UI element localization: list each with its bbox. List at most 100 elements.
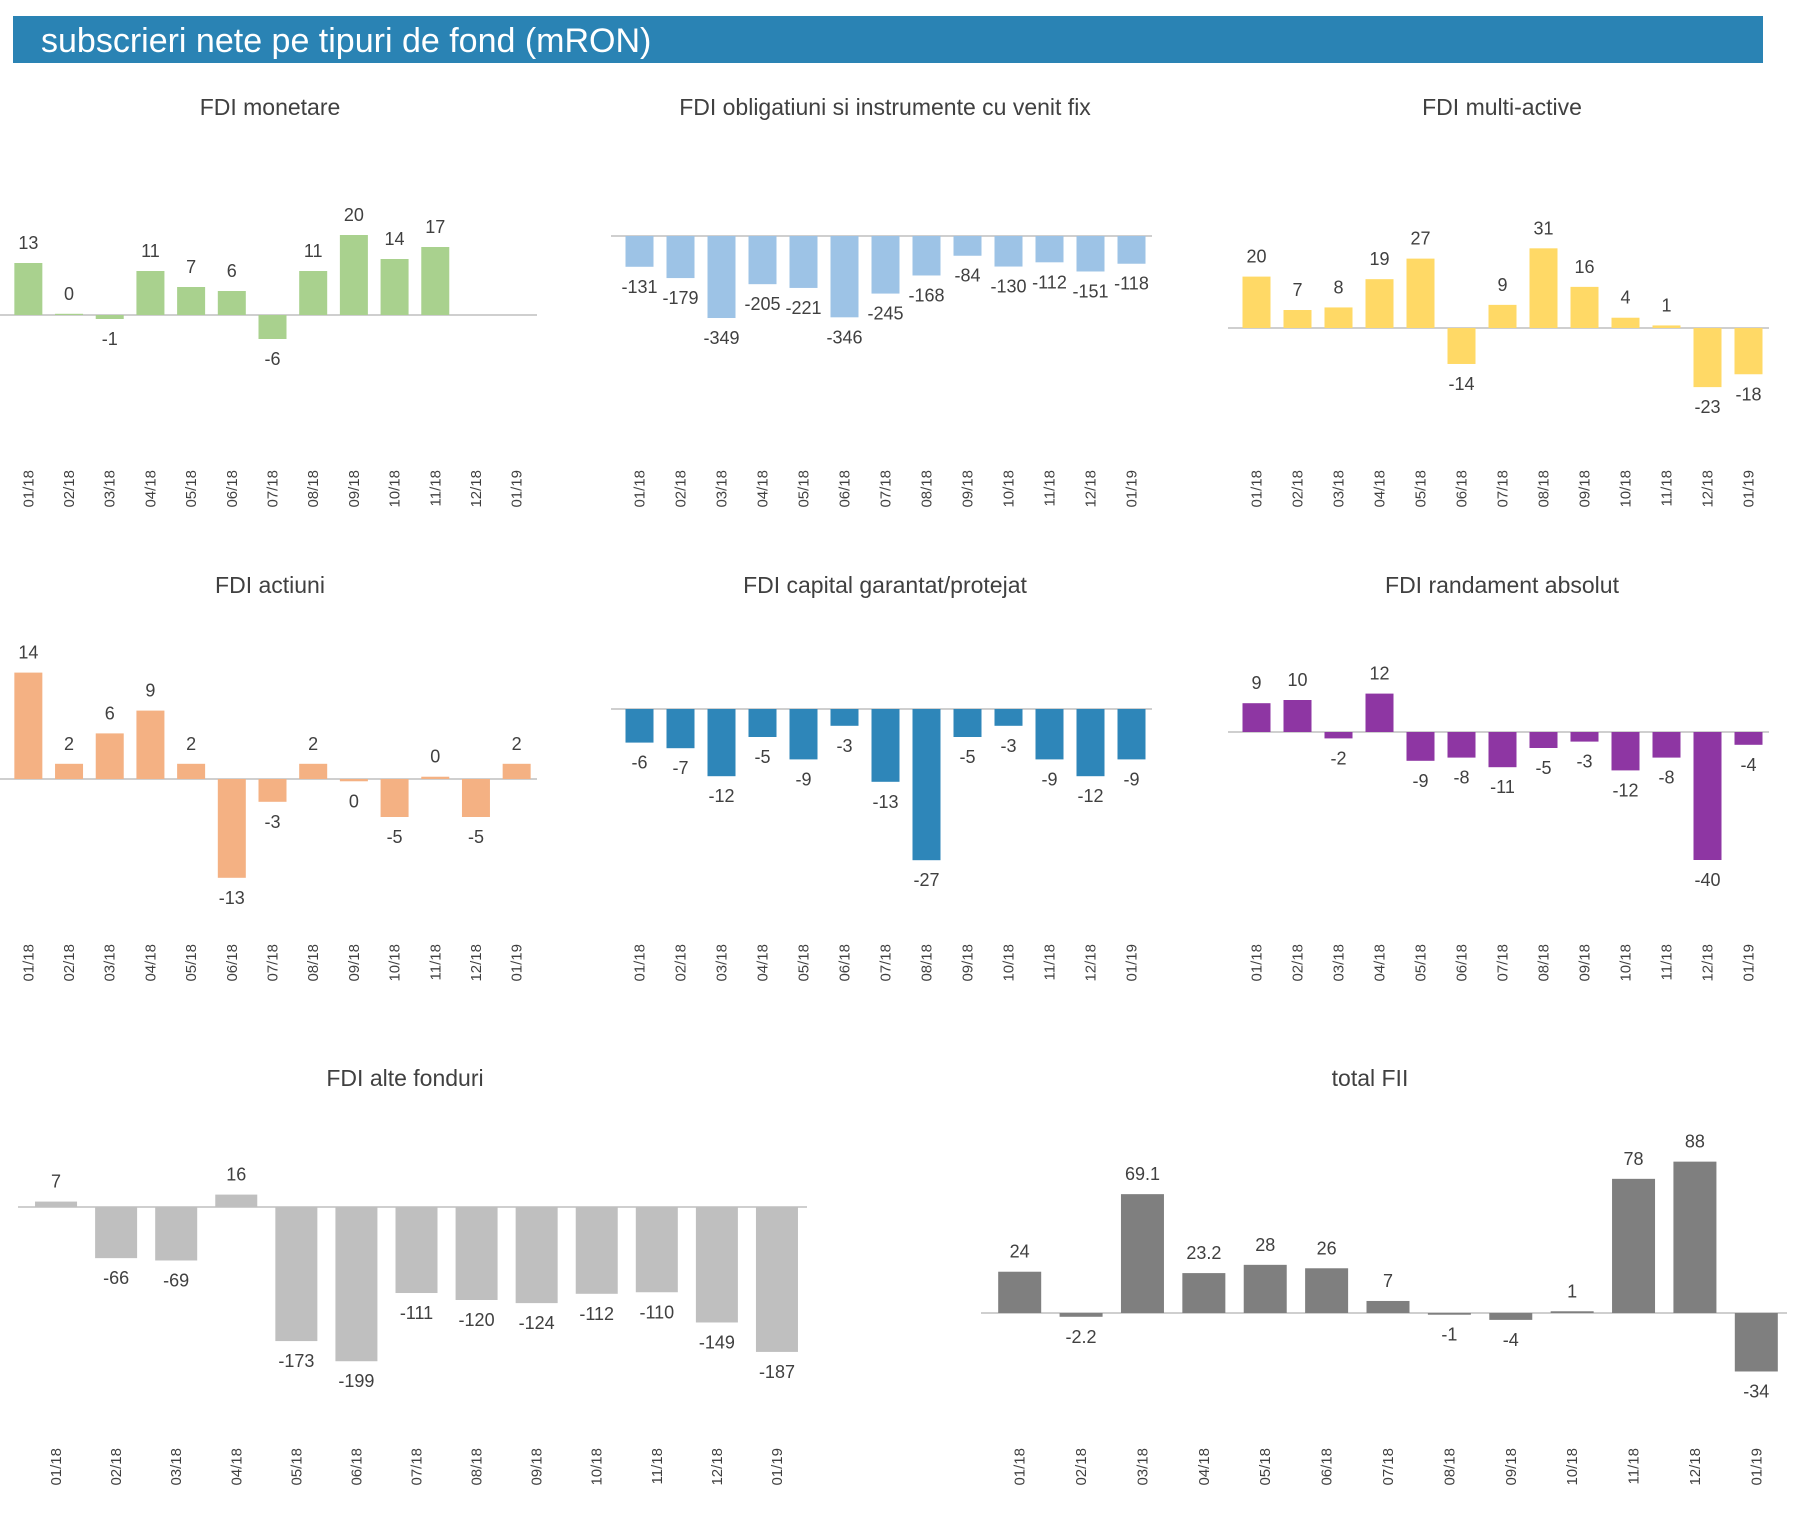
bar <box>625 236 654 267</box>
data-label: 78 <box>1624 1149 1644 1169</box>
x-tick-label: 02/18 <box>61 944 78 982</box>
bar <box>215 1194 258 1207</box>
x-tick-label: 09/18 <box>346 470 363 508</box>
x-tick-label: 06/18 <box>1319 1448 1336 1486</box>
bar <box>695 1207 738 1323</box>
x-tick-label: 04/18 <box>142 470 159 508</box>
bar <box>1182 1273 1226 1313</box>
x-tick-label: 07/18 <box>265 944 282 982</box>
bar <box>953 236 982 256</box>
x-tick-label: 03/18 <box>714 944 731 982</box>
chart-svg: 14 01/18 2 02/18 6 03/18 9 04/18 2 05/18 -13 06/18 -… <box>0 643 537 982</box>
x-tick-label: 05/18 <box>1413 944 1430 982</box>
x-tick-label: 11/18 <box>1659 470 1676 506</box>
bar <box>1447 328 1476 364</box>
bar <box>95 315 124 319</box>
x-tick-label: 11/18 <box>1626 1448 1643 1484</box>
x-tick-label: 04/18 <box>142 944 159 982</box>
bar <box>1365 279 1394 328</box>
bar <box>339 235 368 315</box>
bar <box>421 247 450 315</box>
data-label: -112 <box>579 1304 614 1324</box>
chart-title: FDI alte fonduri <box>326 1065 484 1091</box>
data-label: -9 <box>1412 771 1428 791</box>
bar <box>1612 1178 1656 1313</box>
x-tick-label: 02/18 <box>1073 1448 1090 1486</box>
chart-panel-actiuni: FDI actiuni 14 01/18 2 02/18 6 03/18 9 04/18 2 05… <box>0 570 540 1000</box>
x-tick-label: 05/18 <box>183 944 200 982</box>
bar <box>1570 732 1599 742</box>
bar <box>1488 732 1517 768</box>
x-tick-label: 08/18 <box>919 470 936 508</box>
bar <box>1324 732 1353 739</box>
bar <box>912 709 941 861</box>
bar <box>14 263 43 315</box>
bar <box>1734 328 1763 375</box>
bar <box>666 236 695 279</box>
bar <box>1076 709 1105 777</box>
data-label: -14 <box>1448 374 1474 394</box>
bar <box>217 291 246 315</box>
bar <box>1611 317 1640 328</box>
x-tick-label: 04/18 <box>755 470 772 508</box>
bar <box>1242 703 1271 732</box>
x-tick-label: 01/18 <box>632 470 649 508</box>
x-tick-label: 01/19 <box>509 944 526 982</box>
data-label: -6 <box>264 349 280 369</box>
bar <box>1366 1300 1410 1313</box>
data-label: -149 <box>699 1332 735 1352</box>
data-label: -168 <box>908 285 944 305</box>
data-label: -1 <box>1441 1325 1457 1345</box>
x-tick-label: 09/18 <box>960 944 977 982</box>
bar <box>1529 732 1558 748</box>
x-tick-label: 01/19 <box>1741 470 1758 508</box>
x-tick-label: 02/18 <box>61 470 78 508</box>
data-label: 6 <box>227 261 237 281</box>
bar <box>1242 276 1271 328</box>
x-tick-label: 12/18 <box>1083 944 1100 982</box>
data-label: 10 <box>1287 670 1307 690</box>
bar <box>1035 236 1064 263</box>
x-tick-label: 03/18 <box>168 1448 185 1486</box>
bar <box>755 1207 798 1352</box>
data-label: 9 <box>1497 275 1507 295</box>
chart-title: total FII <box>1331 1065 1409 1091</box>
bar <box>789 236 818 288</box>
bar <box>998 1271 1042 1313</box>
chart-title: FDI actiuni <box>215 572 325 598</box>
chart-svg: 9 01/18 10 02/18 -2 03/18 12 04/18 -9 05/18 -8 06/1… <box>1228 664 1769 982</box>
bar <box>136 271 165 315</box>
bar <box>1283 310 1312 328</box>
x-tick-label: 08/18 <box>1441 1448 1458 1486</box>
bar <box>1734 1313 1778 1372</box>
data-label: -40 <box>1694 870 1720 890</box>
x-tick-label: 01/19 <box>1124 944 1141 982</box>
x-tick-label: 01/19 <box>769 1448 786 1486</box>
data-label: -13 <box>872 792 898 812</box>
data-label: -4 <box>1740 755 1756 775</box>
x-tick-label: 01/19 <box>509 470 526 508</box>
x-tick-label: 11/18 <box>1659 944 1676 980</box>
bar <box>380 259 409 315</box>
data-label: 9 <box>1251 673 1261 693</box>
bar <box>299 763 328 779</box>
x-tick-label: 03/18 <box>1134 1448 1151 1486</box>
x-tick-label: 02/18 <box>1290 944 1307 982</box>
x-tick-label: 02/18 <box>673 944 690 982</box>
bar <box>258 315 287 339</box>
data-label: -199 <box>338 1371 374 1391</box>
data-label: -110 <box>639 1302 674 1322</box>
data-label: -2 <box>1330 748 1346 768</box>
bar <box>55 313 84 315</box>
data-label: -346 <box>826 327 862 347</box>
x-tick-label: 09/18 <box>529 1448 546 1486</box>
data-label: -7 <box>672 758 688 778</box>
x-tick-label: 01/18 <box>48 1448 65 1486</box>
x-tick-label: 06/18 <box>1454 470 1471 508</box>
x-tick-label: 05/18 <box>183 470 200 508</box>
bar <box>748 709 777 737</box>
bar <box>1076 236 1105 272</box>
data-label: -112 <box>1032 272 1067 292</box>
x-tick-label: 04/18 <box>1196 1448 1213 1486</box>
chart-svg: 24 01/18 -2.2 02/18 69.1 03/18 23.2 04/18 28 05/1… <box>981 1132 1787 1486</box>
